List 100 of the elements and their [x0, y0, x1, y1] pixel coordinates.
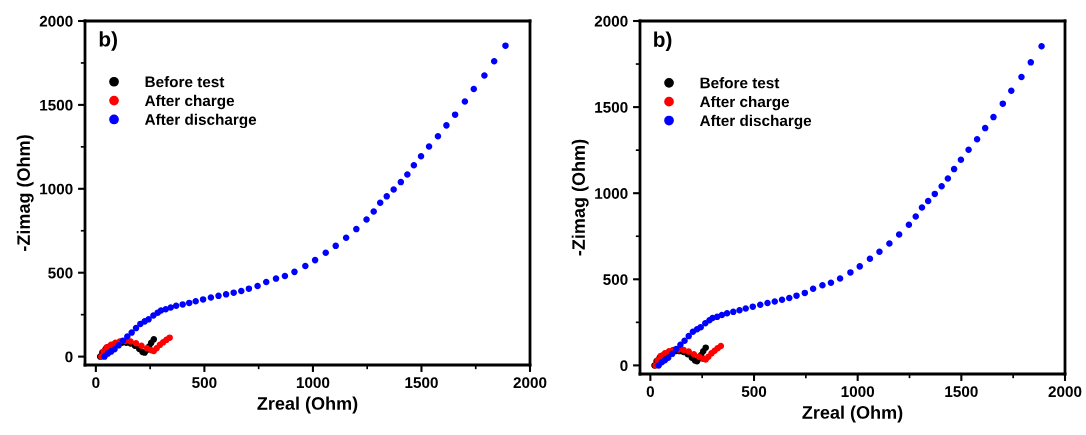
point	[918, 204, 926, 211]
point	[145, 316, 152, 323]
point	[809, 285, 817, 293]
point	[742, 305, 749, 312]
y-axis-title: -Zimag (Ohm)	[16, 135, 34, 251]
point	[199, 296, 207, 303]
point	[895, 231, 903, 238]
point	[291, 268, 298, 276]
point	[836, 275, 844, 282]
point	[363, 216, 370, 223]
point	[876, 248, 883, 255]
point	[404, 171, 411, 178]
point	[1018, 73, 1025, 81]
point	[771, 298, 779, 305]
x-tick-label: 2000	[513, 377, 547, 389]
point	[132, 324, 140, 332]
y-tick-label: 1500	[595, 101, 628, 113]
point	[1008, 87, 1015, 94]
x-axis-title: Zreal (Ohm)	[257, 396, 358, 414]
legend-label: Before test	[145, 76, 225, 88]
point	[470, 85, 478, 93]
legend-label: After charge	[144, 94, 235, 110]
legend-label: Before test	[700, 77, 780, 89]
point	[723, 309, 731, 317]
point	[254, 282, 261, 290]
x-tick-label: 0	[92, 377, 100, 389]
point	[185, 299, 193, 307]
annotation: b)	[99, 31, 117, 51]
point	[990, 113, 997, 121]
point	[702, 344, 709, 351]
point	[376, 199, 384, 206]
point	[690, 350, 698, 358]
y-tick-label: 1000	[595, 188, 628, 199]
point	[764, 299, 771, 307]
point	[311, 256, 319, 264]
point	[353, 225, 360, 233]
x-axis-title: Zreal (Ohm)	[802, 405, 903, 423]
point	[999, 100, 1007, 107]
point	[230, 289, 237, 296]
point	[827, 279, 835, 286]
point	[138, 342, 145, 349]
point	[819, 282, 826, 289]
legend-label: After discharge	[699, 114, 812, 130]
point	[847, 269, 854, 276]
x-tick-label: 0	[646, 386, 654, 398]
point	[677, 341, 684, 348]
y-tick-label: 500	[48, 267, 73, 279]
point	[931, 190, 939, 198]
y-tick-label: 500	[603, 274, 628, 285]
x-tick-label: 1000	[296, 377, 330, 389]
point	[697, 323, 704, 331]
x-tick-label: 1000	[841, 386, 875, 398]
point	[222, 291, 230, 298]
point	[128, 329, 135, 336]
x-tick-label: 2000	[1048, 386, 1082, 398]
point	[965, 146, 972, 154]
point	[981, 124, 989, 132]
x-tick-label: 500	[741, 386, 767, 398]
point	[1038, 43, 1045, 50]
point	[801, 289, 809, 297]
y-tick-label: 0	[65, 351, 73, 363]
y-tick-label: 2000	[39, 15, 73, 27]
point	[713, 313, 721, 321]
point	[778, 296, 786, 304]
x-tick-label: 1500	[945, 386, 978, 398]
point	[950, 165, 958, 173]
point	[370, 208, 377, 215]
point	[390, 186, 397, 193]
point	[332, 242, 339, 250]
point	[944, 175, 952, 182]
point	[793, 292, 800, 299]
point	[717, 342, 725, 350]
point	[281, 272, 289, 280]
point	[973, 136, 981, 143]
y-tick-label: 0	[620, 360, 628, 372]
point	[150, 336, 158, 343]
point	[167, 304, 174, 311]
point	[322, 249, 329, 256]
point	[886, 240, 893, 247]
y-tick-label: 1000	[40, 183, 73, 195]
point	[856, 263, 864, 270]
point	[736, 307, 743, 314]
y-tick-label: 1500	[40, 99, 73, 111]
point	[238, 287, 245, 295]
point	[1027, 59, 1035, 66]
point	[192, 297, 199, 305]
point	[749, 303, 757, 310]
point	[924, 197, 932, 205]
point	[272, 275, 280, 282]
annotation: b)	[654, 31, 672, 52]
point	[866, 255, 874, 263]
point	[302, 262, 309, 270]
point	[681, 337, 688, 345]
point	[957, 156, 965, 164]
legend-label: After charge	[699, 95, 790, 111]
point	[451, 111, 459, 118]
point	[124, 333, 131, 340]
point	[111, 345, 118, 353]
point	[245, 285, 253, 292]
y-axis-title: -Zimag (Ohm)	[571, 139, 589, 256]
